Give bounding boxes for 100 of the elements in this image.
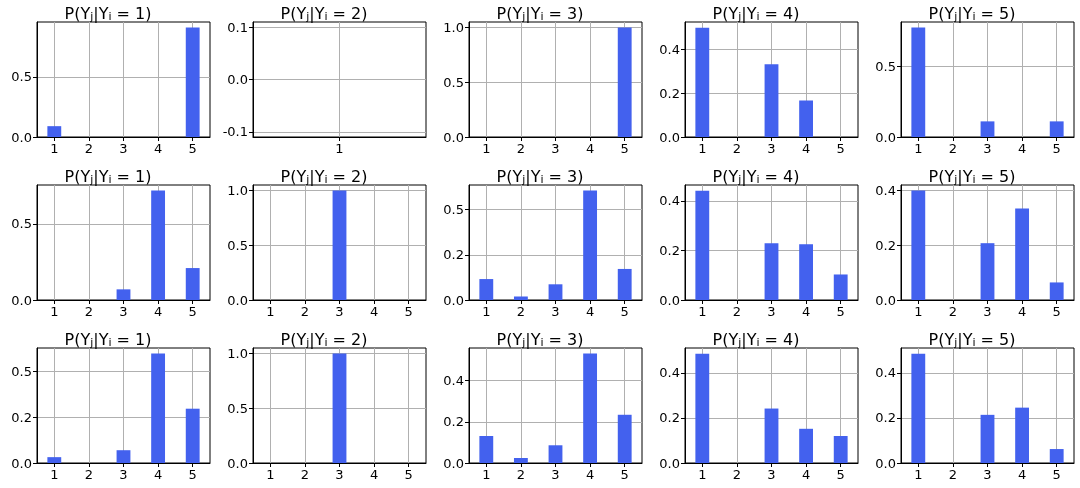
y-tick-label: 0.0: [875, 455, 896, 471]
bar: [799, 428, 814, 463]
x-tick-label: 1: [50, 141, 59, 156]
bar: [833, 435, 848, 463]
x-tick-label: 4: [369, 304, 379, 319]
x-tick-label: 2: [300, 467, 310, 482]
y-tick-label: 1.0: [227, 182, 248, 198]
x-tick-label: 4: [1017, 467, 1027, 482]
x-tick-label: 2: [516, 304, 526, 319]
x-tick-label: 2: [948, 141, 958, 156]
y-tick-label: 0.0: [443, 455, 464, 471]
y-tick-label: 0.2: [443, 414, 464, 430]
chart-title: P(Yj|Yi = 4): [712, 167, 800, 186]
x-tick-label: 2: [732, 467, 742, 482]
x-tick-label: 1: [914, 141, 923, 156]
bar: [1015, 407, 1030, 463]
bar: [617, 414, 632, 463]
x-tick-label: 4: [585, 304, 595, 319]
x-tick-label: 1: [698, 304, 707, 319]
x-tick-label: 2: [948, 304, 958, 319]
y-tick-label: 0.2: [659, 85, 680, 101]
bar: [583, 190, 598, 300]
y-tick-label: 1.0: [227, 345, 248, 361]
y-tick-label: 0.2: [659, 410, 680, 426]
bar: [1049, 449, 1064, 463]
y-tick-label: 0.4: [443, 373, 464, 389]
bar: [695, 27, 710, 137]
y-tick-label: 0.5: [11, 69, 32, 85]
y-tick-label: 0.4: [659, 365, 680, 381]
x-tick-label: 4: [801, 467, 811, 482]
bar: [764, 243, 779, 300]
x-tick-label: 5: [1052, 141, 1061, 156]
x-tick-label: 1: [914, 467, 923, 482]
x-tick-label: 5: [1052, 304, 1061, 319]
y-tick-label: 0.2: [659, 242, 680, 258]
x-tick-label: 1: [266, 467, 275, 482]
chart-title: P(Yj|Yi = 1): [64, 4, 152, 23]
y-tick-label: 0.4: [875, 182, 896, 198]
bar: [833, 274, 848, 300]
y-tick-label: 0.5: [11, 364, 32, 380]
y-tick-label: -0.1: [222, 124, 248, 140]
chart-title: P(Yj|Yi = 4): [712, 4, 800, 23]
x-tick-label: 3: [551, 141, 560, 156]
y-tick-label: 0.0: [227, 455, 248, 471]
y-tick-label: 0.5: [227, 400, 248, 416]
x-tick-label: 2: [84, 304, 94, 319]
x-tick-label: 5: [188, 141, 197, 156]
x-tick-label: 3: [551, 304, 560, 319]
y-tick-label: 0.5: [875, 59, 896, 75]
bar: [911, 353, 926, 463]
x-tick-label: 2: [732, 141, 742, 156]
bar: [479, 279, 494, 300]
x-tick-label: 2: [300, 304, 310, 319]
chart-title: P(Yj|Yi = 5): [928, 330, 1016, 349]
x-tick-label: 5: [188, 467, 197, 482]
y-tick-label: 0.1: [227, 19, 248, 35]
bar: [1015, 208, 1030, 300]
x-tick-label: 1: [50, 467, 59, 482]
x-tick-label: 5: [836, 467, 845, 482]
y-tick-label: 0.5: [443, 74, 464, 90]
bar: [980, 243, 995, 300]
x-tick-label: 1: [50, 304, 59, 319]
bar: [799, 100, 814, 137]
chart-title: P(Yj|Yi = 1): [64, 330, 152, 349]
x-tick-label: 1: [698, 467, 707, 482]
x-tick-label: 1: [914, 304, 923, 319]
y-tick-label: 0.0: [875, 292, 896, 308]
y-tick-label: 1.0: [443, 19, 464, 35]
y-tick-label: 0.4: [659, 42, 680, 58]
x-tick-label: 5: [404, 467, 413, 482]
chart-title: P(Yj|Yi = 3): [496, 4, 584, 23]
x-tick-label: 5: [620, 141, 629, 156]
x-tick-label: 1: [482, 467, 491, 482]
y-tick-label: 0.0: [443, 292, 464, 308]
y-tick-label: 0.5: [227, 237, 248, 253]
bar: [513, 458, 528, 463]
x-tick-label: 4: [153, 141, 163, 156]
bar: [764, 64, 779, 137]
x-tick-label: 3: [335, 304, 344, 319]
bar: [548, 445, 563, 463]
x-tick-label: 2: [84, 467, 94, 482]
x-tick-label: 5: [620, 304, 629, 319]
x-tick-label: 1: [482, 304, 491, 319]
x-tick-label: 4: [153, 304, 163, 319]
x-tick-label: 4: [801, 141, 811, 156]
y-tick-label: 0.0: [11, 129, 32, 145]
y-tick-label: 0.2: [443, 247, 464, 263]
chart-title: P(Yj|Yi = 1): [64, 167, 152, 186]
chart-title: P(Yj|Yi = 3): [496, 330, 584, 349]
x-tick-label: 4: [585, 467, 595, 482]
x-tick-label: 5: [188, 304, 197, 319]
bar: [151, 353, 166, 463]
x-tick-label: 5: [404, 304, 413, 319]
x-tick-label: 3: [767, 467, 776, 482]
bar: [479, 436, 494, 463]
bar: [764, 408, 779, 463]
bar: [116, 289, 131, 300]
chart-title: P(Yj|Yi = 5): [928, 167, 1016, 186]
x-tick-label: 4: [153, 467, 163, 482]
chart-title: P(Yj|Yi = 4): [712, 330, 800, 349]
